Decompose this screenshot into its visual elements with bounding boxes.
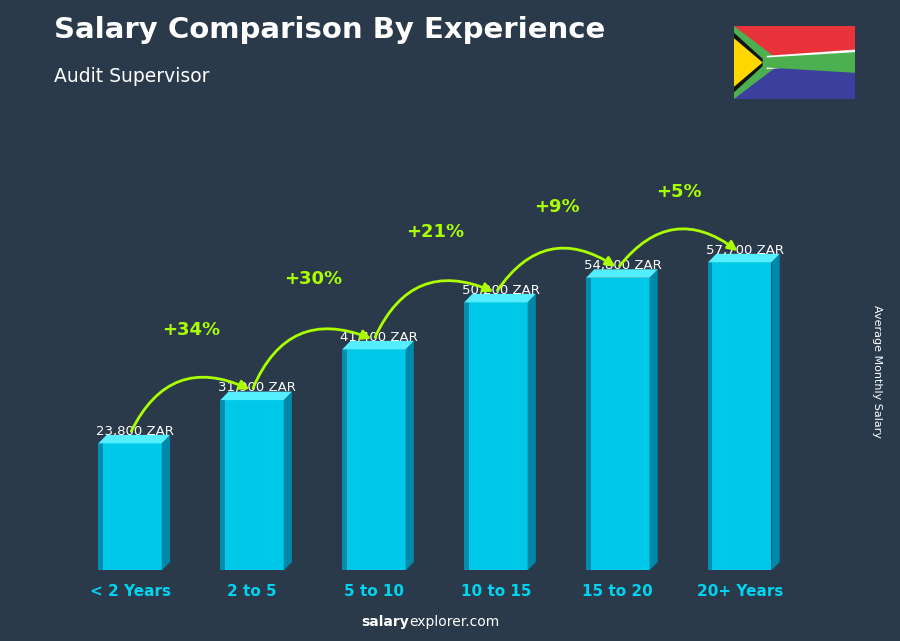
Bar — [220, 400, 284, 570]
Bar — [734, 62, 855, 99]
Polygon shape — [220, 392, 292, 400]
Text: 50,200 ZAR: 50,200 ZAR — [462, 283, 540, 297]
Polygon shape — [284, 392, 292, 570]
Text: 31,900 ZAR: 31,900 ZAR — [218, 381, 296, 394]
Text: +5%: +5% — [656, 183, 702, 201]
Bar — [708, 262, 771, 570]
Text: +34%: +34% — [162, 320, 220, 338]
Polygon shape — [406, 341, 414, 570]
Polygon shape — [650, 269, 658, 570]
Bar — [98, 444, 103, 570]
Bar — [220, 400, 225, 570]
Text: Average Monthly Salary: Average Monthly Salary — [872, 305, 883, 438]
Text: Audit Supervisor: Audit Supervisor — [54, 67, 210, 87]
Text: salary: salary — [362, 615, 410, 629]
Text: 23,800 ZAR: 23,800 ZAR — [96, 424, 174, 438]
Polygon shape — [98, 435, 170, 444]
Polygon shape — [527, 294, 536, 570]
Polygon shape — [767, 49, 855, 69]
Bar — [464, 303, 527, 570]
Text: +21%: +21% — [406, 223, 464, 241]
Polygon shape — [734, 32, 767, 93]
Polygon shape — [762, 52, 855, 73]
Text: explorer.com: explorer.com — [410, 615, 500, 629]
Text: +30%: +30% — [284, 270, 342, 288]
Bar — [708, 262, 713, 570]
Polygon shape — [708, 254, 779, 262]
Text: 41,400 ZAR: 41,400 ZAR — [340, 331, 418, 344]
Polygon shape — [586, 269, 658, 278]
Text: Salary Comparison By Experience: Salary Comparison By Experience — [54, 16, 605, 44]
Polygon shape — [734, 26, 782, 99]
Bar — [342, 349, 406, 570]
Polygon shape — [734, 38, 762, 87]
Bar — [586, 278, 590, 570]
Polygon shape — [771, 254, 779, 570]
Text: 57,700 ZAR: 57,700 ZAR — [706, 244, 784, 256]
Text: 54,800 ZAR: 54,800 ZAR — [584, 259, 662, 272]
Polygon shape — [464, 294, 536, 303]
Bar — [342, 349, 346, 570]
Polygon shape — [342, 341, 414, 349]
Bar — [586, 278, 650, 570]
Polygon shape — [162, 435, 170, 570]
Bar — [734, 26, 855, 62]
Bar — [464, 303, 469, 570]
Text: +9%: +9% — [534, 198, 580, 216]
Bar — [98, 444, 162, 570]
